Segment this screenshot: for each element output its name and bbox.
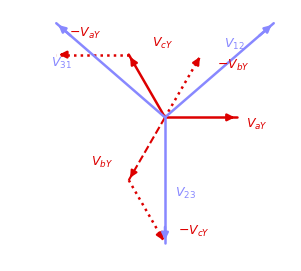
Text: $V_{31}$: $V_{31}$	[51, 56, 72, 70]
Text: $V_{23}$: $V_{23}$	[175, 186, 196, 201]
Text: $-V_{aY}$: $-V_{aY}$	[69, 26, 101, 41]
Text: $V_{aY}$: $V_{aY}$	[246, 117, 268, 132]
Text: $-V_{cY}$: $-V_{cY}$	[178, 224, 210, 240]
Text: $-V_{bY}$: $-V_{bY}$	[217, 58, 250, 73]
Text: $V_{12}$: $V_{12}$	[225, 37, 245, 52]
Text: $V_{bY}$: $V_{bY}$	[91, 155, 113, 170]
Text: $V_{cY}$: $V_{cY}$	[152, 36, 173, 51]
